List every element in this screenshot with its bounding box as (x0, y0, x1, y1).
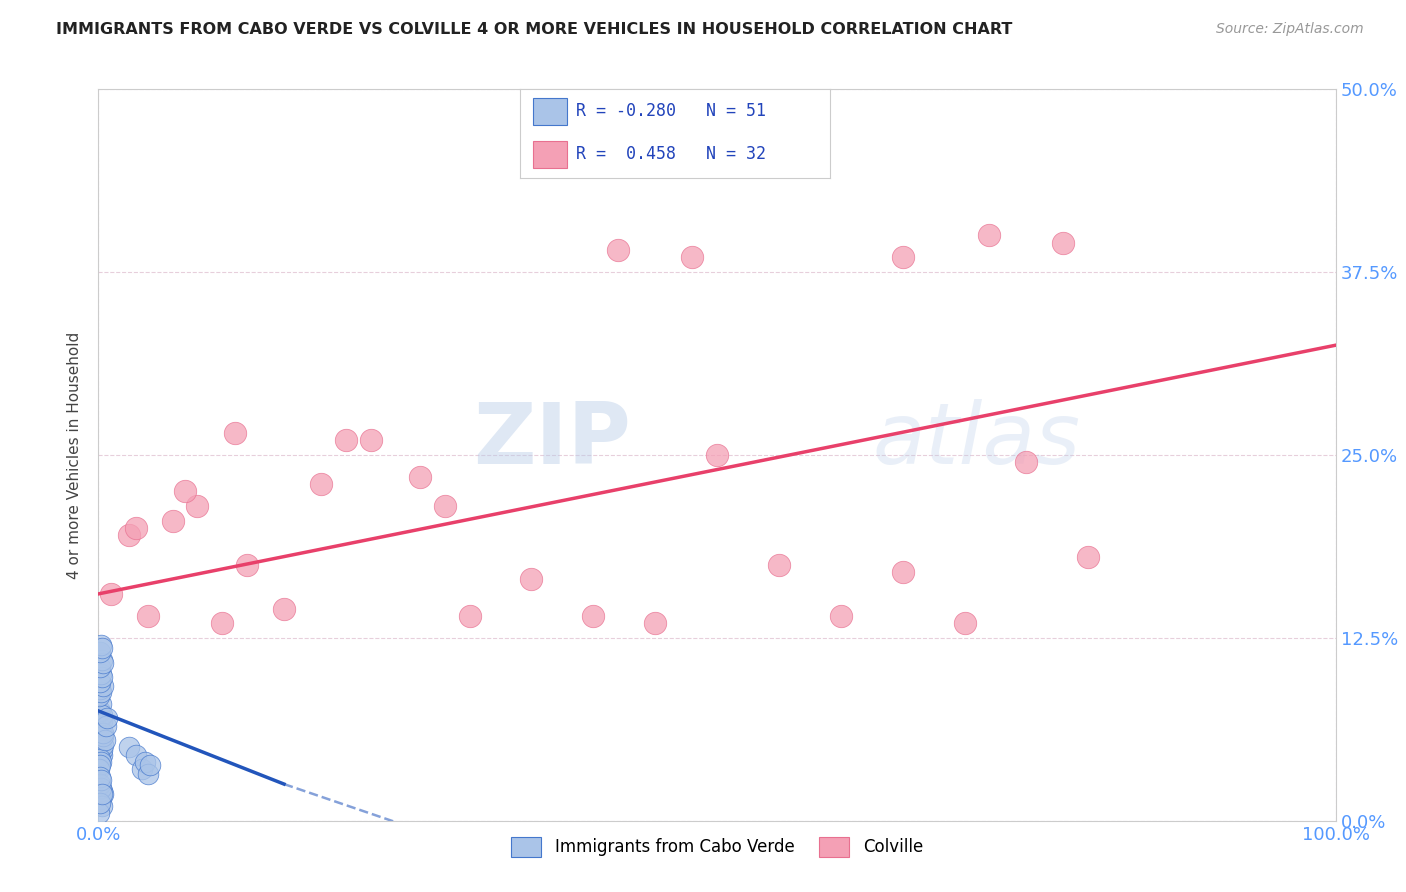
Point (90, 697, 112, 711)
Point (458, 608, 481, 623)
Point (90, 772, 112, 787)
Point (1077, 550, 1099, 565)
Point (90, 784, 112, 798)
Text: Source: ZipAtlas.com: Source: ZipAtlas.com (1216, 22, 1364, 37)
Point (131, 763, 153, 777)
Point (706, 448, 728, 462)
Point (96, 711, 118, 725)
Point (174, 484, 197, 499)
Point (91, 670, 114, 684)
Point (520, 572, 543, 586)
Point (90, 755, 112, 769)
Point (90, 685, 112, 699)
Point (100, 587, 122, 601)
Point (891, 251, 914, 265)
Point (93, 726, 115, 740)
Point (90, 787, 112, 801)
Point (87, 718, 110, 732)
Point (681, 251, 703, 265)
Point (134, 755, 156, 769)
Point (89, 806, 111, 821)
Point (89, 674, 111, 689)
Point (89, 681, 111, 696)
Point (90, 714, 112, 728)
Point (118, 528, 141, 542)
Point (93, 733, 115, 747)
Point (89, 645, 111, 659)
Point (236, 558, 259, 572)
Point (89, 752, 111, 766)
Point (768, 558, 790, 572)
Point (979, 228, 1001, 243)
Point (89, 704, 111, 718)
Point (953, 616, 976, 631)
Point (136, 608, 159, 623)
Point (90, 781, 112, 796)
Point (273, 601, 295, 615)
Point (1052, 235, 1074, 250)
Point (89, 740, 111, 755)
Point (91, 747, 114, 762)
Point (90, 743, 112, 757)
Bar (533, 98, 567, 125)
Point (89, 733, 111, 747)
Point (90, 638, 112, 652)
Text: ZIP: ZIP (472, 399, 630, 482)
Point (89, 777, 111, 791)
Point (409, 470, 432, 484)
Point (90, 711, 112, 725)
Point (309, 477, 332, 491)
Point (89, 660, 111, 674)
Point (136, 767, 159, 781)
Point (89, 796, 111, 810)
Point (433, 499, 456, 513)
Point (224, 425, 246, 440)
Point (644, 616, 666, 631)
Text: R = -0.280   N = 51: R = -0.280 N = 51 (576, 103, 766, 120)
Point (90, 791, 112, 805)
Point (335, 434, 357, 448)
Point (891, 565, 914, 579)
Point (91, 799, 114, 814)
Point (89, 758, 111, 772)
Point (186, 499, 208, 513)
Y-axis label: 4 or more Vehicles in Household: 4 or more Vehicles in Household (67, 331, 83, 579)
Point (90, 726, 112, 740)
Text: R =  0.458   N = 32: R = 0.458 N = 32 (576, 145, 766, 163)
Point (1015, 455, 1038, 469)
Point (582, 608, 605, 623)
Point (139, 758, 162, 772)
Point (360, 434, 382, 448)
Legend: Immigrants from Cabo Verde, Colville: Immigrants from Cabo Verde, Colville (505, 830, 929, 863)
Point (91, 738, 114, 752)
Point (87, 763, 110, 777)
Point (162, 514, 184, 528)
Point (91, 708, 114, 723)
Point (89, 690, 111, 704)
Point (118, 740, 141, 755)
Text: atlas: atlas (873, 399, 1081, 482)
Point (94, 718, 117, 732)
Point (90, 653, 112, 667)
Point (211, 616, 233, 631)
Point (91, 640, 114, 655)
Bar (533, 141, 567, 168)
Point (607, 243, 630, 257)
Point (830, 608, 852, 623)
Point (91, 656, 114, 670)
Point (124, 521, 146, 535)
Point (91, 679, 114, 693)
Text: IMMIGRANTS FROM CABO VERDE VS COLVILLE 4 OR MORE VEHICLES IN HOUSEHOLD CORRELATI: IMMIGRANTS FROM CABO VERDE VS COLVILLE 4… (56, 22, 1012, 37)
Point (91, 729, 114, 743)
Point (91, 787, 114, 801)
Point (124, 747, 146, 762)
Point (90, 667, 112, 681)
Point (89, 770, 111, 784)
